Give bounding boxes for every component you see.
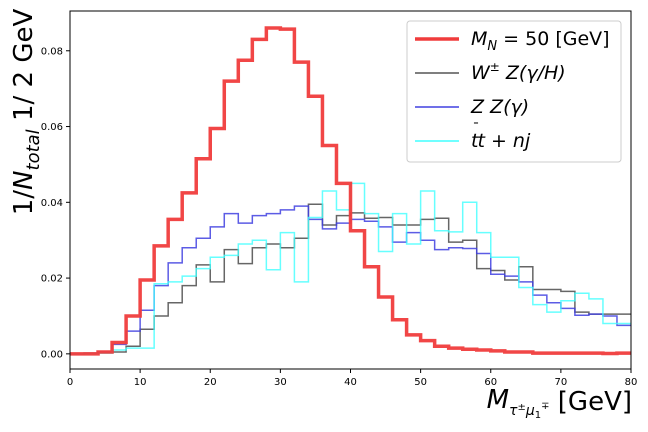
series-layer [70, 26, 631, 356]
legend-label-zz: Z Z(γ) [470, 96, 529, 118]
x-tick-label: 10 [134, 377, 147, 388]
y-tick-label: 0.06 [41, 122, 63, 133]
y-tick-label: 0.02 [41, 274, 63, 285]
y-tick-label: 0.04 [41, 198, 63, 209]
legend-box [406, 20, 622, 163]
x-tick-label: 20 [204, 377, 217, 388]
x-tick-label: 30 [274, 377, 287, 388]
y-tick-label: 0.00 [41, 349, 63, 360]
y-tick-label: 0.08 [41, 46, 63, 57]
x-tick-label: 50 [414, 377, 427, 388]
series-mn50 [70, 26, 631, 356]
y-axis: 0.00 0.02 0.04 0.06 0.08 [41, 46, 70, 360]
x-tick-label: 60 [484, 377, 497, 388]
x-tick-label: 70 [555, 377, 568, 388]
y-axis-label: 1/Ntotal 1/ 2 GeV [9, 9, 44, 216]
legend-label-wz: W± Z(γ/H) [471, 60, 566, 84]
x-tick-label: 40 [344, 377, 357, 388]
x-tick-label: 0 [67, 377, 73, 388]
x-tick-label: 80 [625, 377, 638, 388]
x-axis-label: Mτ±μ1∓ [GeV] [487, 385, 632, 421]
legend: MN = 50 [GeV] W± Z(γ/H) Z Z(γ) t¯ t + nj [406, 20, 622, 163]
x-axis: 0 10 20 30 40 50 60 70 80 [67, 369, 638, 388]
